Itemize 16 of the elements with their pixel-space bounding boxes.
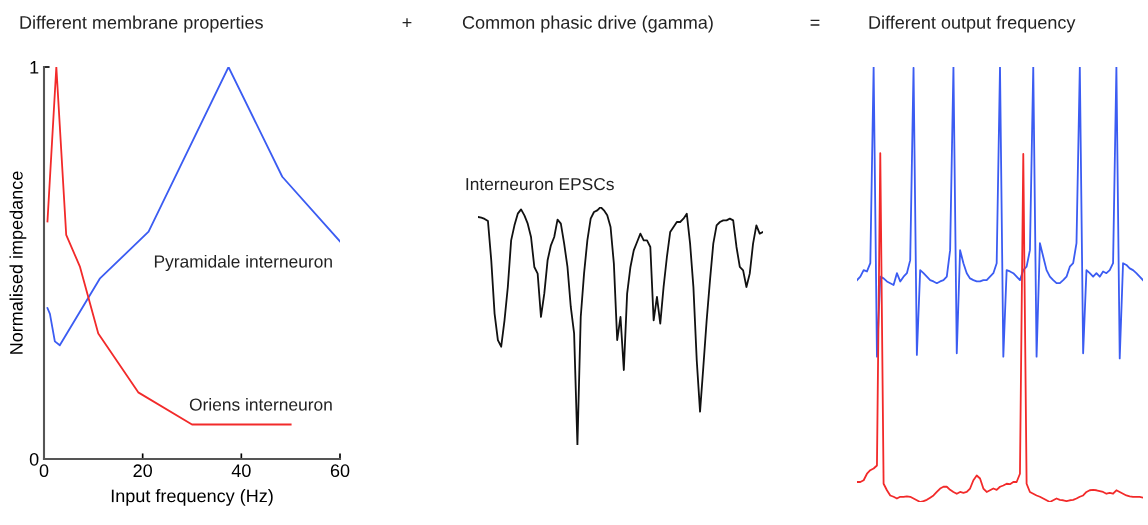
series-label: Pyramidale interneuron	[154, 254, 332, 272]
x-tick-label: 0	[39, 464, 49, 478]
chart-title: Different membrane properties	[20, 15, 263, 33]
text: =	[810, 19, 820, 26]
x-axis-title: Input frequency (Hz)	[111, 489, 273, 506]
series-label: Oriens interneuron	[189, 397, 332, 411]
text: +	[402, 18, 412, 28]
series-label: Interneuron EPSCs	[466, 177, 614, 191]
y-tick-label: 1	[30, 61, 39, 74]
x-tick-label: 60	[330, 464, 350, 478]
chart-title: Common phasic drive (gamma)	[462, 15, 713, 33]
line-series	[46, 67, 340, 347]
chart-title: Different output frequency	[869, 15, 1076, 33]
x-tick-label: 40	[231, 464, 251, 478]
y-axis-title: Normalised impedance	[9, 171, 27, 354]
x-tick-label: 20	[133, 464, 152, 478]
